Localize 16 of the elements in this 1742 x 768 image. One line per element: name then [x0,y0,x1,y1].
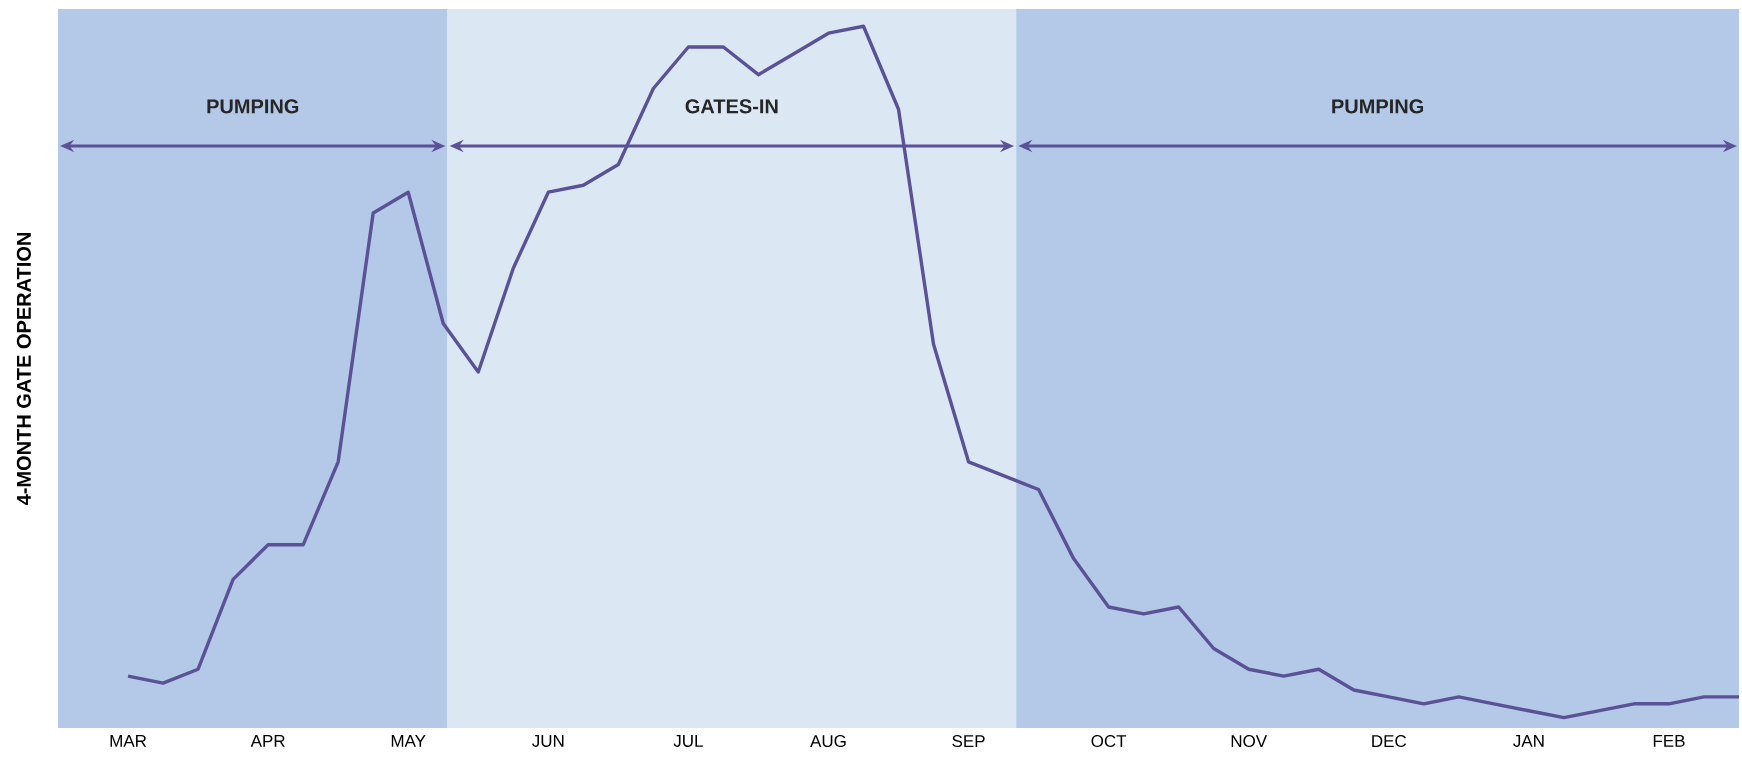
annotation: PUMPING [1332,99,1424,114]
x-tick-label: APR [250,735,285,747]
x-tick-label: NOV [1231,735,1268,748]
x-tick-label: AUG [810,735,846,748]
x-tick-label: MAR [110,735,147,747]
x-tick-label: JUL [673,735,703,747]
x-tick-label: FEB [1653,735,1685,747]
x-tick-label: OCT [1091,735,1127,748]
x-tick-label: SEP [952,735,985,748]
annotation: GATES-IN [685,99,778,114]
x-tick-label: JUN [532,735,564,747]
x-tick-label: JAN [1513,735,1544,747]
x-tick-label: MAY [391,735,426,747]
x-tick-label: DEC [1372,735,1407,748]
annotation: PUMPING [207,99,299,114]
y-axis-title: 4-MONTH GATE OPERATION [16,232,31,506]
